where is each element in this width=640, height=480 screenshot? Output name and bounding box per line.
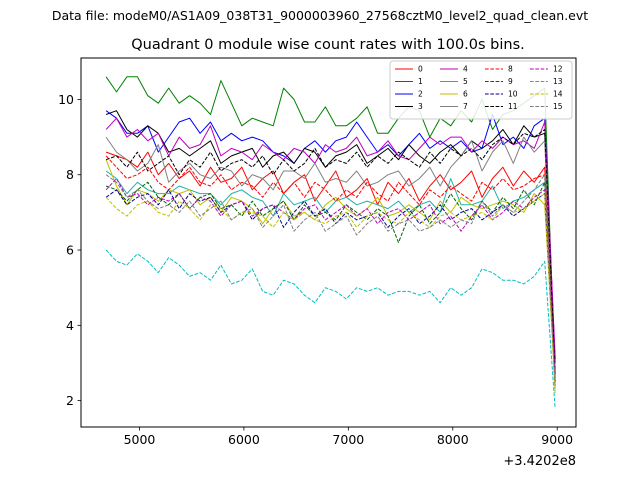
y-tick-label: 2	[66, 393, 74, 408]
y-tick-label: 8	[66, 167, 74, 182]
x-tick-label: 5000	[124, 432, 156, 447]
series-line-8	[105, 155, 556, 379]
legend-label-6: 6	[463, 90, 468, 99]
series-line-13	[105, 249, 556, 409]
legend-label-8: 8	[508, 65, 513, 74]
series-line-2	[105, 110, 556, 364]
legend-label-5: 5	[463, 77, 468, 86]
legend-label-10: 10	[508, 90, 518, 99]
series-line-7	[105, 136, 556, 386]
legend-label-12: 12	[553, 65, 563, 74]
legend-label-0: 0	[418, 65, 423, 74]
legend-label-4: 4	[463, 65, 468, 74]
legend-label-11: 11	[508, 102, 518, 111]
x-tick-label: 8000	[437, 432, 469, 447]
chart-title: Quadrant 0 module wise count rates with …	[131, 37, 525, 53]
legend-frame	[389, 60, 573, 120]
y-tick-label: 10	[58, 92, 74, 107]
series-line-12	[105, 178, 556, 379]
legend-label-14: 14	[553, 90, 563, 99]
legend-label-13: 13	[553, 77, 563, 86]
series-line-4	[105, 117, 556, 356]
legend-label-1: 1	[418, 77, 423, 86]
y-tick-label: 4	[66, 318, 74, 333]
x-axis-offset-label: +3.4202e8	[503, 454, 576, 469]
x-axis: 5000 6000 7000 8000 9000	[124, 427, 573, 447]
legend-label-3: 3	[418, 102, 423, 111]
series-layer	[105, 76, 556, 409]
legend-label-7: 7	[463, 102, 468, 111]
figure-suptitle: Data file: modeM0/AS1A09_038T31_90000039…	[52, 8, 588, 23]
legend-label-2: 2	[418, 90, 423, 99]
series-line-11	[105, 129, 556, 375]
legend-label-9: 9	[508, 77, 513, 86]
y-tick-label: 6	[66, 243, 74, 258]
x-tick-label: 9000	[541, 432, 573, 447]
series-line-15	[105, 174, 556, 386]
series-line-3	[105, 110, 556, 360]
x-tick-label: 6000	[228, 432, 260, 447]
x-tick-label: 7000	[332, 432, 364, 447]
series-line-14	[105, 193, 556, 394]
y-axis: 2 4 6 8 10	[58, 92, 81, 408]
series-line-6	[105, 159, 556, 382]
legend-label-15: 15	[553, 102, 563, 111]
axes-frame	[80, 57, 577, 428]
series-line-5	[105, 170, 556, 390]
